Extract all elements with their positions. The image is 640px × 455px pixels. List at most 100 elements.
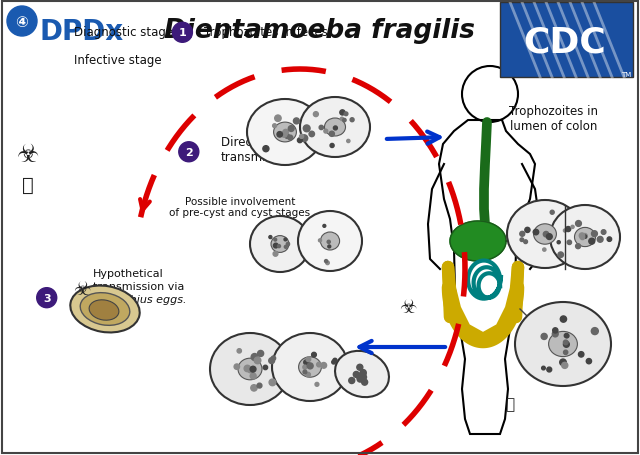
Circle shape xyxy=(586,359,591,364)
Circle shape xyxy=(580,236,585,240)
Ellipse shape xyxy=(575,228,595,247)
Circle shape xyxy=(607,238,612,242)
Polygon shape xyxy=(450,222,506,262)
Text: Direct fecal-oral
transmission: Direct fecal-oral transmission xyxy=(221,136,316,164)
Text: Hypothetical: Hypothetical xyxy=(93,268,164,278)
Circle shape xyxy=(273,252,278,257)
Circle shape xyxy=(566,227,571,232)
Circle shape xyxy=(257,383,262,388)
Text: Possible involvement
of pre-cyst and cyst stages: Possible involvement of pre-cyst and cys… xyxy=(170,196,310,218)
Circle shape xyxy=(317,363,321,367)
Circle shape xyxy=(349,378,355,384)
Circle shape xyxy=(524,240,527,244)
Circle shape xyxy=(321,363,326,369)
Circle shape xyxy=(285,135,289,139)
Circle shape xyxy=(298,138,302,143)
Circle shape xyxy=(340,118,344,121)
Circle shape xyxy=(284,238,287,241)
Circle shape xyxy=(274,239,276,242)
Circle shape xyxy=(597,237,603,243)
Circle shape xyxy=(563,229,566,233)
Circle shape xyxy=(333,359,337,363)
Ellipse shape xyxy=(210,333,290,405)
Circle shape xyxy=(172,23,193,43)
Text: Trophozoites in
lumen of colon: Trophozoites in lumen of colon xyxy=(509,104,598,132)
Ellipse shape xyxy=(300,98,370,157)
Circle shape xyxy=(251,354,258,361)
Circle shape xyxy=(562,363,568,369)
Circle shape xyxy=(281,132,287,138)
Circle shape xyxy=(307,363,313,369)
Text: 🔬: 🔬 xyxy=(22,175,34,194)
Ellipse shape xyxy=(250,217,310,273)
Circle shape xyxy=(350,118,354,122)
Circle shape xyxy=(306,357,310,362)
Circle shape xyxy=(328,245,331,248)
Circle shape xyxy=(347,140,350,143)
Circle shape xyxy=(319,126,323,130)
Circle shape xyxy=(277,245,280,248)
Ellipse shape xyxy=(548,332,577,357)
Circle shape xyxy=(244,365,251,372)
Circle shape xyxy=(543,248,546,252)
Circle shape xyxy=(315,383,319,386)
Text: ☣: ☣ xyxy=(399,298,417,317)
Circle shape xyxy=(330,144,334,148)
Circle shape xyxy=(582,234,587,239)
Circle shape xyxy=(565,334,569,338)
Circle shape xyxy=(520,238,524,242)
Circle shape xyxy=(301,136,308,142)
Circle shape xyxy=(357,364,363,370)
Text: Infective stage: Infective stage xyxy=(74,54,161,66)
Circle shape xyxy=(269,236,272,239)
Circle shape xyxy=(234,364,239,369)
Circle shape xyxy=(303,126,310,132)
Text: DPDx: DPDx xyxy=(40,18,124,46)
Circle shape xyxy=(583,236,587,239)
Circle shape xyxy=(575,221,581,227)
Circle shape xyxy=(263,365,268,370)
Text: 🔬: 🔬 xyxy=(506,397,515,412)
Circle shape xyxy=(557,241,560,244)
Circle shape xyxy=(248,368,253,373)
Circle shape xyxy=(571,226,574,229)
Circle shape xyxy=(541,366,545,370)
Circle shape xyxy=(250,373,256,379)
Text: 2: 2 xyxy=(185,147,193,157)
Circle shape xyxy=(275,116,281,122)
FancyBboxPatch shape xyxy=(500,3,633,78)
Text: Diagnostic stage: Diagnostic stage xyxy=(74,26,173,39)
Ellipse shape xyxy=(299,357,321,377)
Circle shape xyxy=(564,334,568,338)
Circle shape xyxy=(284,246,287,249)
Circle shape xyxy=(293,119,300,125)
Circle shape xyxy=(340,111,345,116)
Circle shape xyxy=(360,374,367,380)
Circle shape xyxy=(591,328,598,335)
Circle shape xyxy=(575,244,580,249)
Circle shape xyxy=(362,379,367,385)
Ellipse shape xyxy=(515,302,611,386)
Text: transmission via: transmission via xyxy=(93,281,184,291)
Circle shape xyxy=(303,365,307,369)
Text: ④: ④ xyxy=(15,15,28,30)
Ellipse shape xyxy=(507,201,583,268)
Circle shape xyxy=(300,135,303,139)
Circle shape xyxy=(353,372,359,378)
Text: CDC: CDC xyxy=(524,25,606,59)
Circle shape xyxy=(306,373,310,377)
Circle shape xyxy=(550,211,554,215)
Circle shape xyxy=(36,288,57,308)
Circle shape xyxy=(579,233,585,239)
Ellipse shape xyxy=(80,293,130,326)
Circle shape xyxy=(552,331,558,337)
Ellipse shape xyxy=(335,351,389,397)
Circle shape xyxy=(324,260,328,263)
Circle shape xyxy=(7,7,37,37)
Circle shape xyxy=(273,244,278,248)
Ellipse shape xyxy=(321,233,340,250)
Circle shape xyxy=(589,239,595,245)
Ellipse shape xyxy=(238,359,262,380)
Ellipse shape xyxy=(274,123,296,142)
Circle shape xyxy=(560,359,566,366)
